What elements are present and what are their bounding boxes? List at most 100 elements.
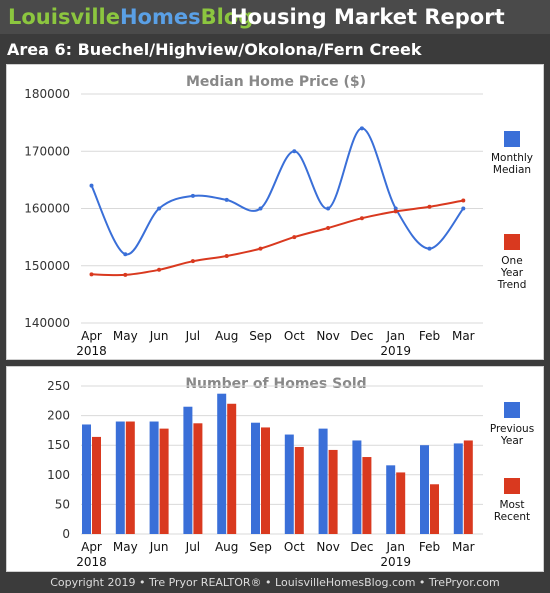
price-data-point <box>326 225 331 230</box>
price-data-point <box>123 252 128 257</box>
price-x-tick-label: Apr <box>81 329 102 343</box>
header-bar: LouisvilleHomesBlog Housing Market Repor… <box>0 0 550 34</box>
sold-bar <box>115 421 125 534</box>
price-year-label: 2019 <box>380 344 411 358</box>
price-data-point <box>89 272 94 277</box>
price-data-point <box>224 254 229 259</box>
sold-bar <box>430 484 439 534</box>
sold-y-tick-label: 200 <box>47 409 70 423</box>
sold-y-tick-label: 0 <box>62 527 70 541</box>
price-x-tick-label: May <box>113 329 138 343</box>
sold-legend-label: Most <box>499 499 524 511</box>
price-legend-label: Monthly <box>491 152 533 164</box>
sold-bar <box>463 440 473 534</box>
brand-logo: LouisvilleHomesBlog <box>8 4 253 30</box>
price-data-point <box>427 246 432 251</box>
sold-bar <box>261 427 270 534</box>
price-data-point <box>190 259 195 264</box>
price-x-tick-label: Sep <box>249 329 272 343</box>
sold-bar <box>328 449 338 534</box>
sold-legend-label: Previous <box>490 423 534 435</box>
price-x-tick-label: Feb <box>419 329 440 343</box>
sold-bar <box>227 403 237 534</box>
sold-x-tick-label: Apr <box>81 540 102 554</box>
sold-x-tick-label: Oct <box>284 540 305 554</box>
sold-bar <box>386 465 396 534</box>
price-data-point <box>258 246 263 251</box>
price-data-point <box>292 149 297 154</box>
sold-bar <box>251 422 260 534</box>
price-data-point <box>157 206 162 211</box>
footer-copyright: Copyright 2019 • Tre Pryor REALTOR® • Lo… <box>50 576 500 589</box>
price-series-line <box>91 199 464 277</box>
sold-year-label: 2018 <box>76 555 107 569</box>
price-year-label: 2018 <box>76 344 107 358</box>
price-data-point <box>359 216 364 221</box>
price-data-point <box>292 235 297 240</box>
sold-title: Number of Homes Sold <box>185 376 366 392</box>
sold-year-label: 2019 <box>380 555 411 569</box>
sold-legend-swatch <box>504 402 520 418</box>
sold-bar <box>396 472 406 534</box>
sold-x-tick-label: Nov <box>316 540 339 554</box>
price-data-point <box>190 193 195 198</box>
price-y-tick-label: 150000 <box>24 259 70 273</box>
price-y-tick-label: 180000 <box>24 87 70 101</box>
sold-x-tick-label: Jan <box>385 540 405 554</box>
price-data-point <box>427 204 432 209</box>
price-x-tick-label: Mar <box>452 329 475 343</box>
sold-bar <box>294 446 304 534</box>
sold-bar <box>92 436 101 534</box>
sold-x-tick-label: Jul <box>185 540 200 554</box>
sold-bar <box>159 428 169 534</box>
sold-bar <box>362 457 372 534</box>
price-legend-swatch <box>504 234 520 250</box>
price-y-tick-label: 170000 <box>24 144 70 158</box>
sold-legend-label: Year <box>500 435 524 447</box>
sold-bar <box>352 440 362 534</box>
area-title: Area 6: Buechel/Highview/Okolona/Fern Cr… <box>7 40 422 59</box>
price-legend-label: Median <box>493 164 531 176</box>
price-title: Median Home Price ($) <box>186 74 366 90</box>
sold-y-tick-label: 100 <box>47 468 70 482</box>
price-x-tick-label: Dec <box>350 329 373 343</box>
sold-legend-swatch <box>504 478 520 494</box>
price-data-point <box>157 267 162 272</box>
price-data-point <box>326 206 331 211</box>
price-data-point <box>123 272 128 277</box>
price-y-tick-label: 160000 <box>24 202 70 216</box>
price-data-point <box>89 183 94 188</box>
sold-bar <box>82 424 91 534</box>
median-price-chart: Median Home Price ($) 140000 150000 160000 1… <box>24 74 533 358</box>
sold-x-tick-label: Aug <box>215 540 238 554</box>
price-data-point <box>393 209 398 214</box>
price-data-point <box>224 197 229 202</box>
price-legend-label: Trend <box>497 279 527 291</box>
price-y-tick-label: 140000 <box>24 316 70 330</box>
sold-y-tick-label: 50 <box>55 497 70 511</box>
report-title: Housing Market Report <box>230 5 505 29</box>
homes-sold-chart-panel: Number of Homes Sold 0 50 100 150 200 250 Apr Ma… <box>6 366 544 572</box>
price-series-line <box>90 127 465 256</box>
sold-bar <box>284 434 294 534</box>
price-data-point <box>461 198 466 203</box>
price-x-tick-label: Jul <box>185 329 200 343</box>
sold-y-tick-label: 250 <box>47 379 70 393</box>
sold-legend-label: Recent <box>494 511 530 523</box>
sold-x-tick-label: Sep <box>249 540 272 554</box>
sold-x-tick-label: Mar <box>452 540 475 554</box>
sold-bar <box>193 423 203 534</box>
price-data-point <box>359 126 364 131</box>
price-data-point <box>258 206 263 211</box>
homes-sold-chart: Number of Homes Sold 0 50 100 150 200 250 Apr Ma… <box>47 376 534 569</box>
price-x-tick-label: Jan <box>385 329 405 343</box>
price-data-point <box>393 206 398 211</box>
price-x-tick-label: Nov <box>316 329 339 343</box>
price-data-point <box>461 206 466 211</box>
sold-bar <box>149 421 159 534</box>
brand-part-3: Blog <box>200 5 254 29</box>
sold-bar <box>453 443 463 534</box>
sold-x-tick-label: Feb <box>419 540 440 554</box>
sold-bar <box>217 393 227 534</box>
price-x-tick-label: Jun <box>149 329 169 343</box>
